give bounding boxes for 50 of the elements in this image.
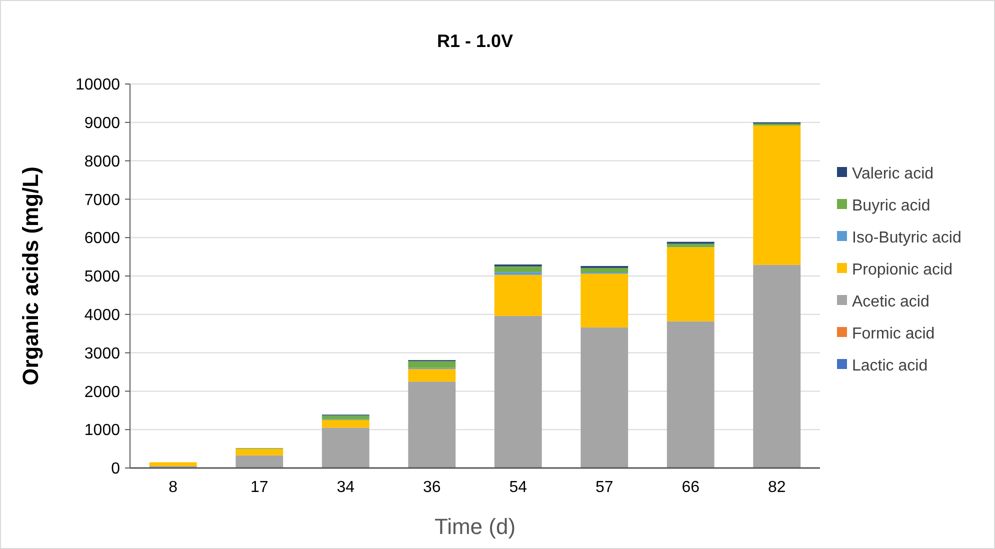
bar <box>149 462 197 466</box>
y-tick-label: 9000 <box>84 115 120 132</box>
bar <box>580 274 628 328</box>
y-tick-label: 4000 <box>84 307 120 324</box>
x-tick-label: 36 <box>422 479 441 496</box>
y-tick-label: 5000 <box>84 268 120 286</box>
legend-label: Lactic acid <box>852 358 928 375</box>
y-tick-label: 0 <box>111 460 120 478</box>
x-tick-label: 17 <box>250 479 268 496</box>
legend-label: Iso-Butyric acid <box>852 230 962 247</box>
bar <box>408 361 456 368</box>
x-tick-label: 57 <box>595 479 614 496</box>
y-tick-label: 8000 <box>84 153 120 170</box>
x-tick-label: 8 <box>168 479 178 496</box>
bar <box>753 264 801 468</box>
y-axis-title: Organic acids (mg/L) <box>18 166 43 386</box>
y-tick-label: 1000 <box>84 422 120 440</box>
bar <box>408 368 456 382</box>
bar <box>322 415 370 420</box>
legend-label: Valeric acid <box>852 166 934 183</box>
bar <box>236 448 284 456</box>
y-tick-label: 3000 <box>84 345 120 362</box>
bar <box>236 455 284 468</box>
bar <box>494 274 542 316</box>
legend-label: Formic acid <box>852 326 935 343</box>
bar <box>494 266 542 272</box>
bar <box>666 244 714 248</box>
y-tick-label: 10000 <box>76 76 120 94</box>
bar <box>322 428 370 468</box>
bar <box>408 382 456 468</box>
bar <box>494 316 542 468</box>
y-tick-label: 7000 <box>84 192 120 209</box>
bar <box>494 272 542 275</box>
chart-title: R1 - 1.0V <box>436 31 514 51</box>
bar <box>580 268 628 273</box>
legend-label: Propionic acid <box>852 262 952 279</box>
bar <box>753 125 801 265</box>
x-tick-label: 34 <box>336 479 355 496</box>
legend-label: Acetic acid <box>852 294 930 311</box>
x-tick-label: 82 <box>768 479 786 496</box>
bar <box>580 327 628 468</box>
bar <box>666 247 714 322</box>
x-axis-title: Time (d) <box>434 514 516 539</box>
legend-label: Buyric acid <box>852 198 930 215</box>
bar <box>666 321 714 468</box>
y-tick-label: 6000 <box>84 230 120 248</box>
x-tick-label: 54 <box>509 479 528 496</box>
x-tick-label: 66 <box>682 479 700 496</box>
bar <box>322 420 370 428</box>
y-tick-label: 2000 <box>84 384 120 401</box>
